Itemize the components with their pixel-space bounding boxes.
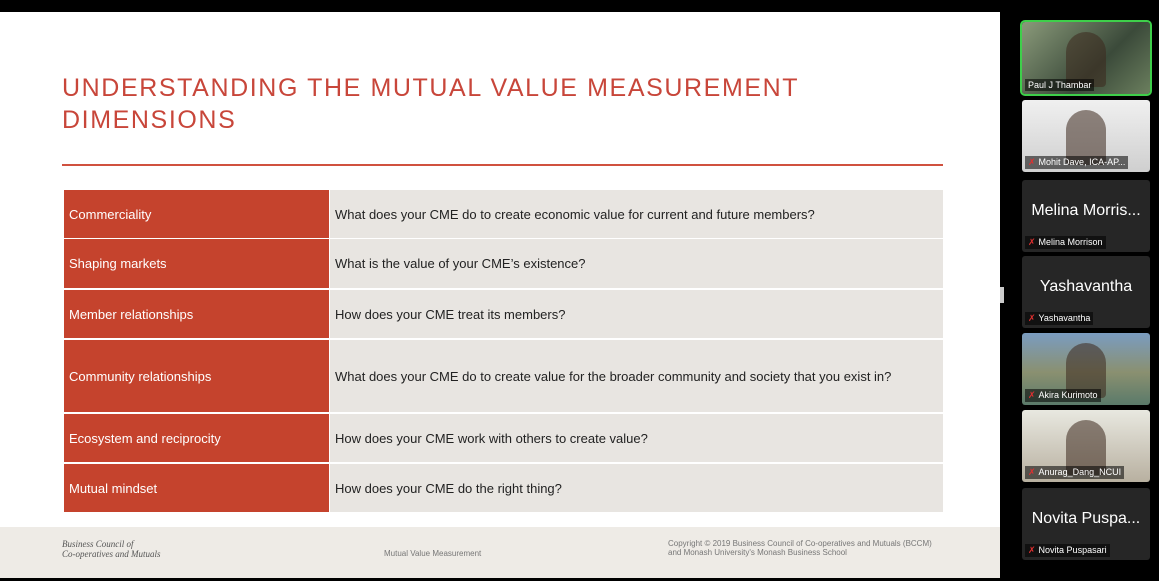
participant-tile[interactable]: ✗ Akira Kurimoto: [1022, 333, 1150, 405]
participant-label: ✗ Yashavantha: [1025, 312, 1094, 325]
dimension-cell: Commerciality: [64, 190, 329, 238]
participant-label-text: Paul J Thambar: [1028, 80, 1092, 90]
table-row: Member relationships How does your CME tr…: [64, 290, 943, 340]
participant-tile[interactable]: Novita Puspa... ✗ Novita Puspasari: [1022, 488, 1150, 560]
dimension-cell: Mutual mindset: [64, 464, 329, 512]
slide-title: DIMENSIONS: [62, 106, 237, 134]
dimension-cell: Ecosystem and reciprocity: [64, 414, 329, 462]
resize-handle[interactable]: [1000, 287, 1004, 303]
slide-title: UNDERSTANDING THE MUTUAL VALUE MEASUREME…: [62, 74, 800, 102]
participant-tile[interactable]: Paul J Thambar: [1020, 20, 1152, 96]
participant-label: ✗ Akira Kurimoto: [1025, 389, 1101, 402]
muted-icon: ✗: [1028, 157, 1036, 167]
muted-icon: ✗: [1028, 237, 1036, 247]
participant-name: Melina Morris...: [1031, 202, 1141, 219]
muted-icon: ✗: [1028, 313, 1036, 323]
slide: UNDERSTANDING THE MUTUAL VALUE MEASUREME…: [0, 12, 1000, 578]
participant-label-text: Novita Puspasari: [1038, 545, 1107, 555]
participant-label: ✗ Anurag_Dang_NCUI: [1025, 466, 1125, 479]
participant-video: [1066, 110, 1106, 165]
question-cell: What does your CME do to create value fo…: [329, 340, 943, 412]
participant-video: [1066, 343, 1106, 398]
logo-text: Business Council of: [62, 539, 134, 549]
participant-name: Yashavantha: [1039, 278, 1133, 295]
muted-icon: ✗: [1028, 390, 1036, 400]
participant-label-text: Mohit Dave, ICA-AP...: [1038, 157, 1126, 167]
question-cell: What does your CME do to create economic…: [329, 190, 943, 238]
question-cell: How does your CME do the right thing?: [329, 464, 943, 512]
participant-label-text: Akira Kurimoto: [1038, 390, 1098, 400]
logo-text: Co-operatives and Mutuals: [62, 549, 161, 559]
participant-label-text: Anurag_Dang_NCUI: [1038, 467, 1122, 477]
participant-video: [1066, 32, 1106, 87]
table-row: Mutual mindset How does your CME do the r…: [64, 464, 943, 514]
muted-icon: ✗: [1028, 545, 1036, 555]
participant-label: ✗ Melina Morrison: [1025, 236, 1106, 249]
title-rule: [62, 164, 943, 166]
table-row: Commerciality What does your CME do to cr…: [64, 190, 943, 240]
table-row: Ecosystem and reciprocity How does your C…: [64, 414, 943, 464]
participant-video: [1066, 420, 1106, 475]
question-cell: How does your CME treat its members?: [329, 290, 943, 338]
dimension-cell: Member relationships: [64, 290, 329, 338]
footer-center: Mutual Value Measurement: [384, 549, 482, 558]
participant-label-text: Melina Morrison: [1038, 237, 1103, 247]
copyright: and Monash University's Monash Business …: [668, 548, 847, 557]
participant-label: Paul J Thambar: [1025, 79, 1095, 91]
table-row: Shaping markets What is the value of your…: [64, 239, 943, 290]
dimension-cell: Community relationships: [64, 340, 329, 412]
participant-label: ✗ Novita Puspasari: [1025, 544, 1110, 557]
participant-tile[interactable]: Yashavantha ✗ Yashavantha: [1022, 256, 1150, 328]
participant-label-text: Yashavantha: [1038, 313, 1091, 323]
participant-label: ✗ Mohit Dave, ICA-AP...: [1025, 156, 1129, 169]
dimension-cell: Shaping markets: [64, 239, 329, 288]
participant-tile[interactable]: Melina Morris... ✗ Melina Morrison: [1022, 180, 1150, 252]
slide-footer: Business Council of Co-operatives and Mu…: [0, 527, 1000, 578]
copyright: Copyright © 2019 Business Council of Co-…: [668, 539, 932, 548]
table-row: Community relationships What does your CM…: [64, 340, 943, 414]
participant-tile[interactable]: ✗ Anurag_Dang_NCUI: [1022, 410, 1150, 482]
participant-tile[interactable]: ✗ Mohit Dave, ICA-AP...: [1022, 100, 1150, 172]
participant-name: Novita Puspa...: [1031, 510, 1141, 527]
question-cell: How does your CME work with others to cr…: [329, 414, 943, 462]
muted-icon: ✗: [1028, 467, 1036, 477]
question-cell: What is the value of your CME’s existenc…: [329, 239, 943, 288]
